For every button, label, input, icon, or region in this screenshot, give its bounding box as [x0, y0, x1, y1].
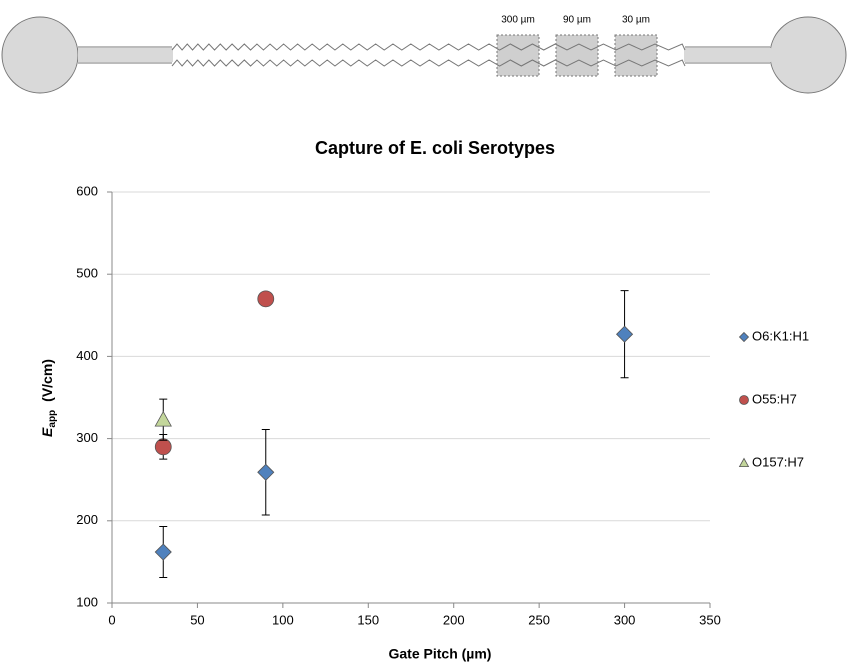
- x-tick-label: 200: [443, 612, 465, 627]
- x-tick-label: 300: [614, 612, 636, 627]
- gate-region: [614, 34, 658, 77]
- reservoir: [1, 16, 79, 94]
- x-tick-label: 350: [699, 612, 721, 627]
- region-label: 90 µm: [563, 15, 591, 26]
- y-tick-label: 500: [76, 266, 98, 281]
- channel-fill: [684, 48, 771, 62]
- y-tick-label: 600: [76, 183, 98, 198]
- data-point: [154, 438, 172, 456]
- y-axis-label: Eapp (V/cm): [39, 359, 58, 437]
- x-tick-label: 50: [190, 612, 204, 627]
- legend-marker: [738, 331, 750, 343]
- reservoir: [769, 16, 847, 94]
- region-label: 30 µm: [622, 15, 650, 26]
- zigzag-wall: [171, 43, 686, 51]
- x-tick-label: 100: [272, 612, 294, 627]
- x-tick-label: 0: [108, 612, 115, 627]
- y-tick-label: 400: [76, 348, 98, 363]
- x-axis-label: Gate Pitch (µm): [389, 646, 492, 662]
- y-label-symbol: E: [39, 427, 55, 437]
- legend-label: O157:H7: [752, 454, 804, 469]
- y-tick-label: 200: [76, 512, 98, 527]
- channel-fill: [78, 48, 173, 62]
- legend-marker: [739, 395, 749, 405]
- device-diagram: 300 µm 90 µm 30 µm: [1, 15, 847, 94]
- data-point: [616, 325, 634, 343]
- gate-region: [496, 34, 540, 77]
- channel: [78, 46, 770, 64]
- data-point: [154, 543, 172, 561]
- y-label-subscript: app: [47, 410, 58, 428]
- chart-title: Capture of E. coli Serotypes: [315, 138, 555, 158]
- legend-label: O55:H7: [752, 391, 797, 406]
- gate-region: [555, 34, 599, 77]
- y-label-unit: (V/cm): [39, 359, 55, 402]
- legend-label: O6:K1:H1: [752, 328, 809, 343]
- y-tick-label: 100: [76, 594, 98, 609]
- data-point: [257, 290, 275, 308]
- legend-marker: [738, 457, 750, 468]
- y-tick-label: 300: [76, 430, 98, 445]
- data-point: [154, 410, 172, 427]
- region-label: 300 µm: [501, 15, 535, 26]
- x-tick-label: 150: [357, 612, 379, 627]
- x-tick-label: 250: [528, 612, 550, 627]
- zigzag-wall: [171, 59, 686, 67]
- data-point: [257, 463, 275, 481]
